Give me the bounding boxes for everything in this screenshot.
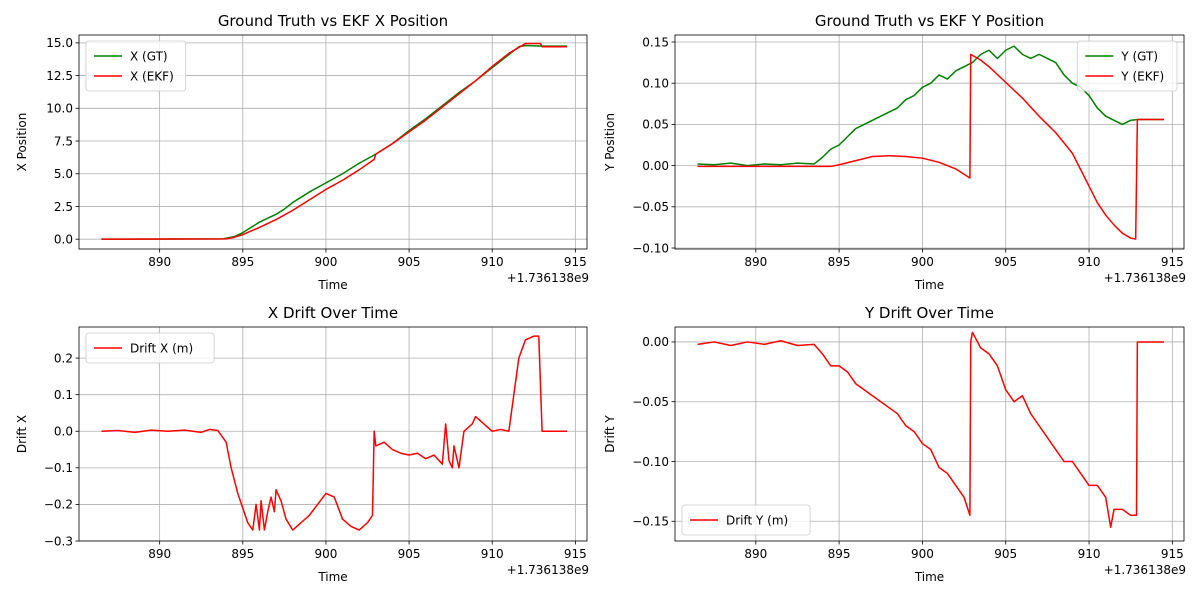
subplot-4: 890 895 900 905 910 915 −0.15 −0.10 −0.05 0.00 +1.… <box>603 304 1186 584</box>
y-tick-label: −0.05 <box>632 395 669 409</box>
y-tick-label: −0.2 <box>44 498 73 512</box>
y-tick-label: 0.00 <box>642 335 669 349</box>
x-axis-label: Time <box>914 570 944 584</box>
x-tick-label: 890 <box>148 255 171 269</box>
x-tick-label: 915 <box>564 547 587 561</box>
legend-label: Drift Y (m) <box>726 513 788 527</box>
legend-box <box>85 40 187 92</box>
x-tick-label: 895 <box>231 255 254 269</box>
x-offset-text: +1.736138e9 <box>507 271 589 285</box>
x-tick-label: 910 <box>1078 547 1101 561</box>
series-group <box>697 331 1165 528</box>
x-axis-label: Time <box>317 570 347 584</box>
legend-label: Drift X (m) <box>130 341 193 355</box>
series-group <box>101 335 568 531</box>
y-tick-label: −0.15 <box>632 515 669 529</box>
subplot-2: 890 895 900 905 910 915 −0.10 −0.05 0.00 0.05 0.10… <box>603 12 1186 292</box>
y-tick-label: 0.00 <box>642 159 669 173</box>
subplot-1: 890 895 900 905 910 915 0.0 2.5 5.0 7.5 10.0 12.5 15… <box>15 12 589 292</box>
legend: Drift Y (m) <box>681 504 811 536</box>
y-tick-label: 15.0 <box>46 36 73 50</box>
x-tick-label: 915 <box>564 255 587 269</box>
chart-title: Ground Truth vs EKF Y Position <box>815 12 1044 30</box>
legend-box <box>1076 40 1178 92</box>
y-tick-label: −0.3 <box>44 534 73 548</box>
y-tick-label: 7.5 <box>54 134 73 148</box>
y-tick-label: 0.0 <box>54 425 73 439</box>
chart-title: X Drift Over Time <box>268 304 398 322</box>
y-tick-label: 0.15 <box>642 35 669 49</box>
x-tick-label: 890 <box>744 547 767 561</box>
y-tick-label: 0.0 <box>54 232 73 246</box>
y-tick-label: 12.5 <box>46 69 73 83</box>
axes-frame <box>674 34 1185 250</box>
legend: Y (GT) Y (EKF) <box>1076 40 1178 92</box>
y-tick-label: −0.10 <box>632 455 669 469</box>
x-axis-label: Time <box>914 278 944 292</box>
chart-title: Ground Truth vs EKF X Position <box>218 12 448 30</box>
legend: Drift X (m) <box>85 332 215 364</box>
series-line-x-ekf <box>101 42 568 240</box>
x-tick-label: 905 <box>994 255 1017 269</box>
subplot-3: 890 895 900 905 910 915 −0.3 −0.2 −0.1 0.0 0.1 0.2 +… <box>15 304 589 584</box>
x-tick-label: 900 <box>314 255 337 269</box>
y-tick-label: 0.1 <box>54 388 73 402</box>
x-tick-label: 900 <box>314 547 337 561</box>
y-tick-label: 0.2 <box>54 351 73 365</box>
y-axis-label: Drift Y <box>603 415 617 453</box>
legend-label: Y (GT) <box>1120 49 1158 63</box>
y-tick-label: 10.0 <box>46 102 73 116</box>
legend-box <box>85 332 215 364</box>
y-tick-label: −0.1 <box>44 461 73 475</box>
y-axis-label: Y Position <box>603 113 617 172</box>
x-tick-label: 905 <box>994 547 1017 561</box>
x-tick-label: 910 <box>481 255 504 269</box>
x-tick-label: 895 <box>828 547 851 561</box>
series-line-x-gt <box>101 44 568 240</box>
x-tick-label: 895 <box>231 547 254 561</box>
legend-label: X (EKF) <box>130 69 174 83</box>
series-line-drift-x-m <box>101 335 568 531</box>
x-tick-label: 910 <box>1078 255 1101 269</box>
x-offset-text: +1.736138e9 <box>1104 563 1186 577</box>
axes-frame <box>78 326 588 542</box>
y-axis-label: Drift X <box>15 415 29 453</box>
chart-title: Y Drift Over Time <box>864 304 994 322</box>
axes-frame <box>674 326 1185 542</box>
legend-box <box>681 504 811 536</box>
x-tick-label: 890 <box>148 547 171 561</box>
x-tick-label: 910 <box>481 547 504 561</box>
x-tick-label: 900 <box>911 255 934 269</box>
series-line-y-ekf <box>697 53 1165 240</box>
x-offset-text: +1.736138e9 <box>507 563 589 577</box>
y-axis-label: X Position <box>15 113 29 172</box>
series-line-drift-y-m <box>697 331 1165 528</box>
x-tick-label: 915 <box>1161 255 1184 269</box>
x-tick-label: 915 <box>1161 547 1184 561</box>
series-group <box>101 42 568 240</box>
y-tick-label: −0.10 <box>632 241 669 255</box>
y-tick-label: 2.5 <box>54 200 73 214</box>
x-tick-label: 905 <box>398 255 421 269</box>
y-tick-label: 0.05 <box>642 118 669 132</box>
x-tick-label: 890 <box>744 255 767 269</box>
legend: X (GT) X (EKF) <box>85 40 187 92</box>
x-offset-text: +1.736138e9 <box>1104 271 1186 285</box>
y-tick-label: −0.05 <box>632 200 669 214</box>
legend-label: Y (EKF) <box>1120 69 1164 83</box>
x-tick-label: 900 <box>911 547 934 561</box>
x-tick-label: 895 <box>828 255 851 269</box>
x-axis-label: Time <box>317 278 347 292</box>
y-tick-label: 5.0 <box>54 167 73 181</box>
y-tick-label: 0.10 <box>642 77 669 91</box>
x-tick-label: 905 <box>398 547 421 561</box>
axes-frame <box>78 34 588 250</box>
legend-label: X (GT) <box>130 49 168 63</box>
